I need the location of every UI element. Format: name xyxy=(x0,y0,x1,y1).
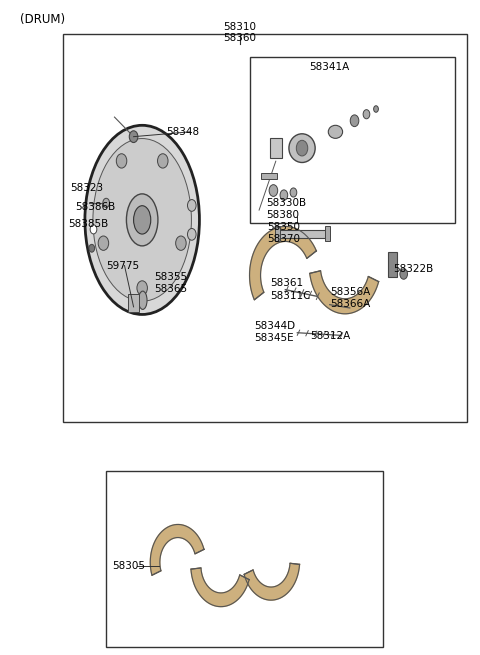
Circle shape xyxy=(103,198,109,208)
Polygon shape xyxy=(244,563,300,600)
Circle shape xyxy=(137,281,147,295)
Text: (DRUM): (DRUM) xyxy=(21,13,66,26)
Bar xyxy=(250,57,455,223)
Bar xyxy=(107,471,383,647)
Text: 59775: 59775 xyxy=(107,261,140,271)
Ellipse shape xyxy=(289,134,315,162)
Ellipse shape xyxy=(138,291,147,309)
Bar xyxy=(275,227,280,241)
Text: 58322B: 58322B xyxy=(393,264,433,274)
Circle shape xyxy=(269,185,278,196)
Ellipse shape xyxy=(85,125,199,314)
Bar xyxy=(262,173,277,179)
Circle shape xyxy=(116,154,127,168)
Text: 58330B
58380: 58330B 58380 xyxy=(266,198,306,220)
Circle shape xyxy=(350,115,359,126)
Text: 58356A
58366A: 58356A 58366A xyxy=(331,287,371,309)
Text: 58355
58365: 58355 58365 xyxy=(154,272,187,294)
Bar xyxy=(325,227,330,241)
Text: 58312A: 58312A xyxy=(311,331,351,341)
Circle shape xyxy=(98,236,108,250)
Ellipse shape xyxy=(126,194,158,246)
Bar xyxy=(63,34,467,422)
Circle shape xyxy=(90,225,97,234)
Circle shape xyxy=(400,269,408,279)
FancyBboxPatch shape xyxy=(270,138,281,158)
Text: 58305: 58305 xyxy=(112,561,145,571)
Circle shape xyxy=(290,188,297,197)
Circle shape xyxy=(129,131,138,143)
Bar xyxy=(388,252,397,276)
Circle shape xyxy=(176,236,186,250)
Polygon shape xyxy=(310,271,379,314)
Polygon shape xyxy=(250,227,316,300)
Text: 58344D
58345E: 58344D 58345E xyxy=(254,321,296,343)
Ellipse shape xyxy=(93,139,192,301)
Text: 58341A: 58341A xyxy=(309,62,349,71)
Circle shape xyxy=(188,229,196,240)
Text: 58323: 58323 xyxy=(71,183,104,193)
Text: 58310
58360: 58310 58360 xyxy=(224,22,256,43)
Bar xyxy=(277,230,327,238)
Ellipse shape xyxy=(328,125,343,138)
Circle shape xyxy=(296,140,308,156)
Text: 58361
58311C: 58361 58311C xyxy=(270,278,311,301)
Text: 58350
58370: 58350 58370 xyxy=(268,222,300,244)
Circle shape xyxy=(363,109,370,119)
Ellipse shape xyxy=(133,206,151,234)
Text: 58385B: 58385B xyxy=(68,219,108,229)
Circle shape xyxy=(188,200,196,212)
Text: 58348: 58348 xyxy=(166,127,199,137)
Bar xyxy=(128,294,139,312)
Circle shape xyxy=(157,154,168,168)
Polygon shape xyxy=(191,568,249,607)
Polygon shape xyxy=(150,525,204,575)
Circle shape xyxy=(373,105,378,112)
Text: 58386B: 58386B xyxy=(75,202,116,212)
Circle shape xyxy=(280,190,288,200)
Circle shape xyxy=(89,244,95,252)
